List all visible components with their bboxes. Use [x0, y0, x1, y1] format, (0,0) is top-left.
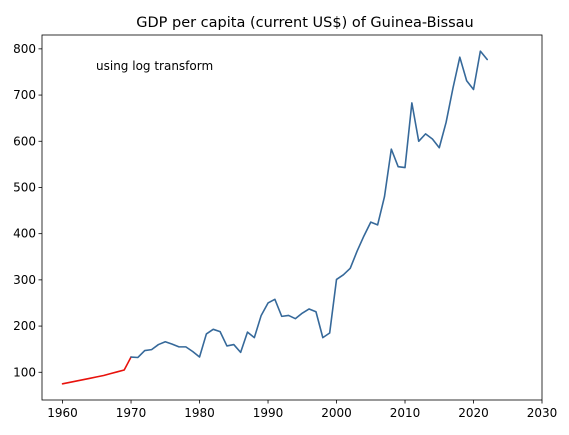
chart-title: GDP per capita (current US$) of Guinea-B… — [136, 15, 474, 31]
axes: 1960 1970 1980 1990 2000 2010 2020 2030 100 200 30… — [13, 34, 558, 420]
y-tick-label: 400 — [13, 227, 36, 241]
x-tick-label: 1960 — [47, 406, 78, 420]
series-line-1 — [61, 356, 132, 385]
plot-area — [61, 50, 489, 385]
axes-frame — [41, 34, 543, 401]
x-tick-label: 2030 — [527, 406, 558, 420]
y-tick-label: 100 — [13, 365, 36, 379]
y-tick-label: 700 — [13, 88, 36, 102]
x-tick-label: 1990 — [253, 406, 284, 420]
x-tick-label: 2000 — [321, 406, 352, 420]
x-tick-label: 2020 — [458, 406, 489, 420]
y-tick-label: 500 — [13, 180, 36, 194]
x-tick-label: 2010 — [390, 406, 421, 420]
y-tick-label: 300 — [13, 273, 36, 287]
y-tick-label: 600 — [13, 134, 36, 148]
x-tick-label: 1970 — [116, 406, 147, 420]
y-tick-label: 200 — [13, 319, 36, 333]
series-line-2 — [130, 50, 489, 359]
chart-annotation: using log transform — [96, 59, 213, 73]
y-tick-label: 800 — [13, 42, 36, 56]
x-tick-label: 1980 — [184, 406, 215, 420]
